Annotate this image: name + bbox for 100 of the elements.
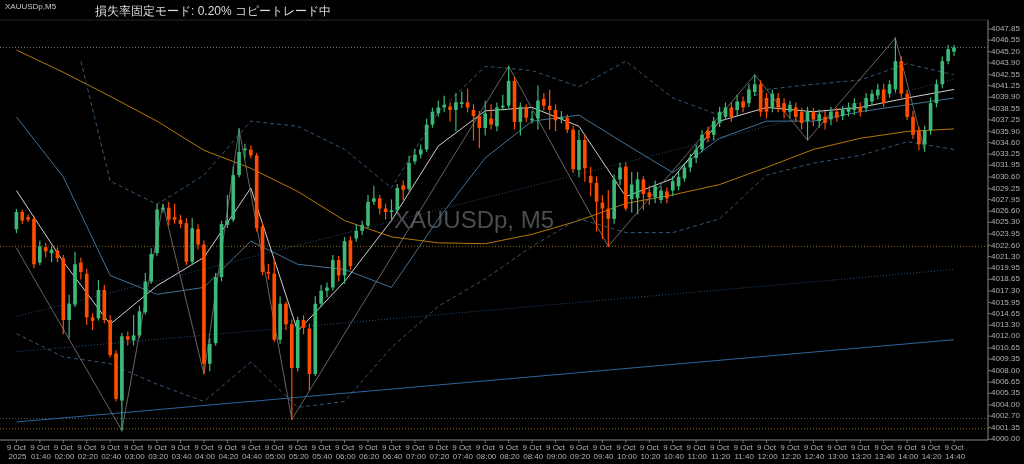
y-tick-label: 4023.95 — [991, 228, 1021, 238]
candlestick — [952, 45, 956, 56]
x-tick-label: 9 Oct 2025 — [6, 443, 27, 461]
x-tick-label: 9 Oct 03:20 — [145, 443, 169, 461]
y-tick-label: 4001.35 — [991, 422, 1021, 432]
x-tick-label: 9 Oct 02:20 — [75, 443, 99, 461]
candlestick — [237, 128, 241, 178]
candlestick — [395, 183, 400, 213]
candlestick — [413, 148, 417, 165]
x-tick-label: 9 Oct 06:00 — [333, 443, 357, 461]
candlestick — [706, 126, 710, 143]
y-tick-label: 4012.00 — [991, 331, 1021, 341]
candlestick — [401, 180, 405, 201]
candlestick — [823, 111, 827, 130]
x-tick-label: 9 Oct 13:20 — [849, 443, 872, 461]
x-tick-label: 9 Oct 12:00 — [755, 443, 779, 461]
y-tick-label: 4041.25 — [991, 80, 1021, 90]
y-tick-label: 4029.25 — [991, 183, 1021, 193]
candlestick — [454, 93, 458, 132]
x-tick-label: 9 Oct 02:40 — [99, 443, 122, 461]
chart-title: XAUUSDp,M5 — [5, 2, 57, 11]
line-series — [15, 49, 955, 245]
y-tick-label: 4026.60 — [991, 206, 1021, 216]
candlestick — [922, 125, 927, 152]
candlestick — [606, 189, 611, 247]
y-tick-label: 4021.30 — [991, 251, 1021, 261]
y-tick-label: 4039.90 — [991, 92, 1021, 102]
candlestick — [166, 201, 171, 226]
x-tick-label: 9 Oct 07:40 — [450, 443, 474, 461]
candlestick — [389, 199, 394, 220]
candlestick — [360, 220, 364, 235]
x-tick-label: 9 Oct 05:20 — [286, 443, 310, 461]
y-tick-label: 4005.35 — [991, 388, 1021, 398]
candlestick — [372, 185, 376, 205]
x-tick-label: 9 Oct 04:40 — [239, 443, 263, 461]
y-tick-label: 4031.95 — [991, 160, 1021, 170]
x-tick-label: 9 Oct 06:20 — [356, 443, 380, 461]
y-tick-label: 4034.60 — [991, 137, 1021, 147]
candlestick — [336, 255, 341, 282]
y-tick-label: 4004.00 — [991, 399, 1021, 409]
y-tick-label: 4037.25 — [991, 114, 1021, 124]
candlestick — [711, 117, 716, 141]
candlestick — [38, 240, 42, 265]
y-tick-label: 4046.55 — [991, 35, 1021, 45]
candlestick — [67, 294, 71, 339]
candlestick — [905, 89, 909, 121]
x-tick-label: 9 Oct 09:00 — [544, 443, 568, 461]
x-tick-label: 9 Oct 07:00 — [403, 443, 427, 461]
candlestick — [741, 96, 745, 113]
candlestick — [483, 100, 488, 136]
candlestick — [881, 83, 886, 108]
y-tick-label: 4013.30 — [991, 320, 1021, 330]
x-tick-label: 9 Oct 05:40 — [310, 443, 333, 461]
y-tick-label: 4017.30 — [991, 285, 1021, 295]
y-tick-label: 4018.65 — [991, 274, 1021, 284]
y-tick-label: 4045.20 — [991, 46, 1021, 56]
x-tick-label: 9 Oct 02:00 — [52, 443, 75, 461]
candlestick — [911, 111, 915, 139]
x-tick-label: 9 Oct 14:00 — [896, 443, 919, 461]
candlestick — [653, 180, 657, 204]
x-tick-label: 9 Oct 05:00 — [263, 443, 286, 461]
y-tick-label: 4014.65 — [991, 308, 1021, 318]
candlestick — [131, 315, 136, 346]
x-tick-label: 9 Oct 11:40 — [732, 443, 755, 461]
line-series — [80, 60, 955, 205]
chart-subtitle: 損失率固定モード: 0.20% コピートレード中 — [95, 4, 332, 18]
x-tick-label: 9 Oct 07:20 — [427, 443, 450, 461]
x-tick-label: 9 Oct 11:20 — [708, 443, 731, 461]
y-tick-label: 4009.35 — [991, 354, 1021, 364]
candlestick — [940, 56, 945, 89]
y-tick-label: 4038.55 — [991, 103, 1021, 113]
y-tick-label: 4027.95 — [991, 194, 1021, 204]
y-tick-label: 4022.60 — [991, 240, 1021, 250]
candlestick — [870, 89, 874, 106]
x-tick-label: 9 Oct 14:40 — [942, 443, 966, 461]
line-series — [15, 141, 955, 408]
candlestick — [735, 94, 740, 117]
x-tick-label: 9 Oct 09:20 — [567, 443, 591, 461]
candlestick — [366, 195, 370, 229]
y-tick-label: 4002.70 — [991, 411, 1021, 421]
x-tick-label: 9 Oct 12:40 — [802, 443, 826, 461]
candlestick — [536, 85, 540, 130]
x-tick-label: 9 Oct 08:20 — [497, 443, 521, 461]
candlestick — [489, 104, 493, 130]
candlestick — [788, 100, 792, 119]
x-tick-label: 9 Oct 12:20 — [778, 443, 802, 461]
candlestick — [319, 285, 323, 307]
candlestick — [752, 74, 757, 97]
y-tick-label: 4033.25 — [991, 149, 1021, 159]
x-tick-label: 9 Oct 13:40 — [872, 443, 896, 461]
x-tick-label: 9 Oct 06:40 — [380, 443, 404, 461]
candlestick — [284, 301, 288, 331]
x-tick-label: 9 Oct 10:00 — [614, 443, 638, 461]
candlestick — [448, 102, 452, 122]
x-tick-label: 9 Oct 10:20 — [638, 443, 661, 461]
x-tick-label: 9 Oct 01:40 — [28, 443, 52, 461]
candlestick — [917, 126, 921, 151]
x-tick-label: 9 Oct 04:20 — [216, 443, 240, 461]
candlestick — [829, 106, 833, 126]
candlestick — [670, 176, 675, 197]
